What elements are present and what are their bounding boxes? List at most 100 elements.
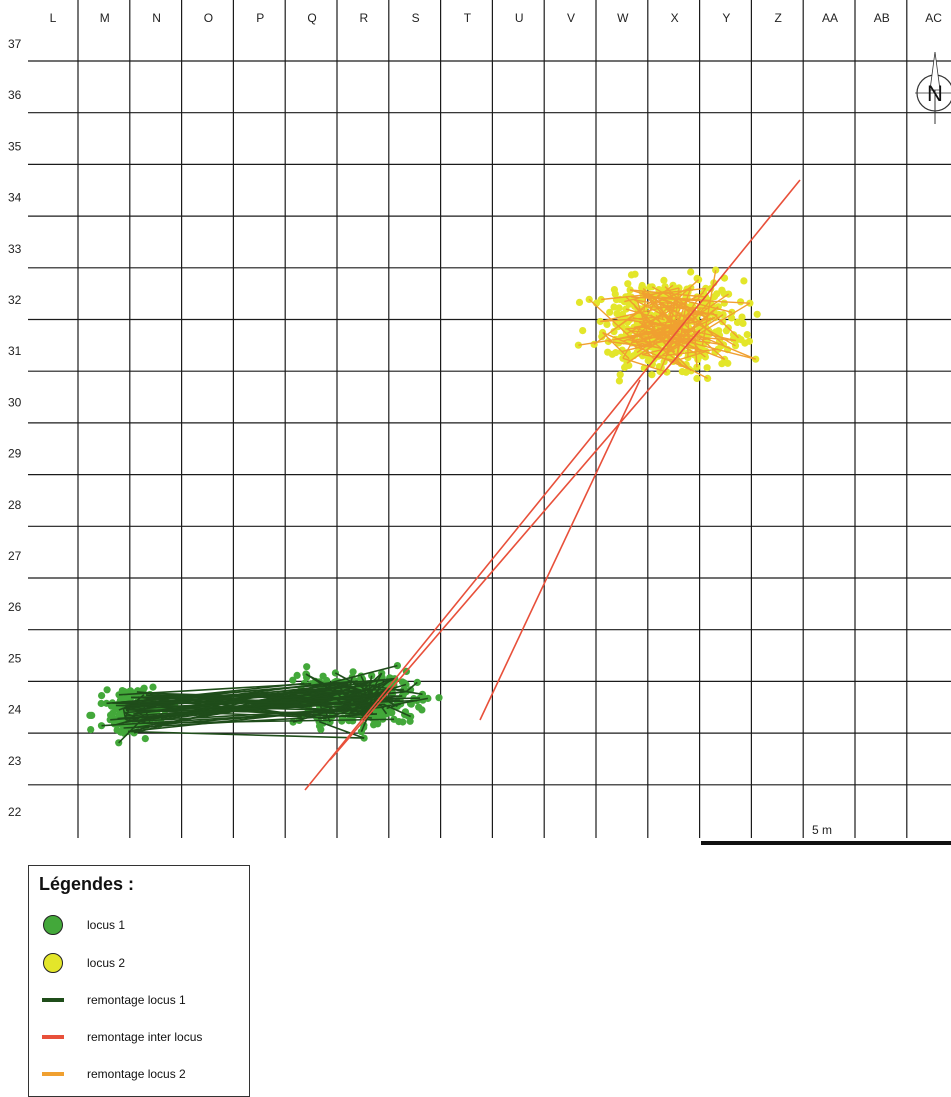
- legend-label: locus 2: [87, 956, 125, 970]
- legend: Légendes : locus 1 locus 2 remontage loc…: [28, 865, 250, 1097]
- find-point: [388, 709, 395, 716]
- row-labels: 37 36 35 34 33 32 31 30 29 28 27 26 25 24 23 22: [8, 37, 22, 819]
- find-point: [737, 298, 744, 305]
- row-label: 24: [8, 703, 22, 717]
- scale-bar: 5 m: [701, 823, 951, 843]
- find-point: [693, 375, 700, 382]
- find-point: [612, 349, 619, 356]
- row-label: 35: [8, 139, 22, 153]
- column-label: Y: [722, 11, 730, 25]
- find-point: [375, 712, 382, 719]
- find-point: [624, 280, 631, 287]
- column-label: Z: [775, 11, 782, 25]
- find-point: [754, 311, 761, 318]
- legend-label: remontage locus 1: [87, 993, 186, 1007]
- find-point: [648, 371, 655, 378]
- find-point: [86, 712, 93, 719]
- column-label: U: [515, 11, 524, 25]
- refit-lines-inter-locus: [305, 180, 800, 790]
- find-point: [395, 718, 402, 725]
- orange-line-icon: [42, 1072, 64, 1076]
- column-label: V: [567, 11, 575, 25]
- find-point: [679, 368, 686, 375]
- find-point: [149, 684, 156, 691]
- find-point: [744, 331, 751, 338]
- row-label: 33: [8, 242, 22, 256]
- row-label: 32: [8, 293, 22, 307]
- refit-line: [672, 360, 707, 378]
- legend-item-refit-locus-1: remontage locus 1: [39, 987, 186, 1013]
- legend-item-refit-inter-locus: remontage inter locus: [39, 1024, 202, 1050]
- column-label: AC: [925, 11, 942, 25]
- column-label: S: [412, 11, 420, 25]
- find-point: [576, 299, 583, 306]
- find-point: [713, 290, 720, 297]
- column-label: P: [256, 11, 264, 25]
- find-point: [616, 377, 623, 384]
- column-label: N: [152, 11, 161, 25]
- find-point: [687, 268, 694, 275]
- row-label: 37: [8, 37, 22, 51]
- column-label: W: [617, 11, 629, 25]
- row-label: 29: [8, 447, 22, 461]
- row-label: 22: [8, 805, 22, 819]
- row-label: 34: [8, 191, 22, 205]
- refit-line: [480, 380, 640, 720]
- legend-label: locus 1: [87, 918, 125, 932]
- find-point: [98, 692, 105, 699]
- refit-line: [128, 732, 364, 739]
- red-line-icon: [42, 1035, 64, 1039]
- column-label: M: [100, 11, 110, 25]
- row-label: 31: [8, 344, 22, 358]
- legend-label: remontage inter locus: [87, 1030, 202, 1044]
- legend-item-locus-2: locus 2: [39, 950, 125, 976]
- dark-green-line-icon: [42, 998, 64, 1002]
- row-label: 30: [8, 395, 22, 409]
- column-label: Q: [307, 11, 316, 25]
- refit-line: [305, 180, 800, 790]
- find-point: [114, 726, 121, 733]
- legend-label: remontage locus 2: [87, 1067, 186, 1081]
- legend-item-locus-1: locus 1: [39, 912, 125, 938]
- column-label: X: [671, 11, 679, 25]
- row-label: 23: [8, 754, 22, 768]
- row-label: 26: [8, 600, 22, 614]
- find-point: [294, 672, 301, 679]
- find-point: [625, 362, 632, 369]
- find-point: [435, 694, 442, 701]
- find-point: [613, 310, 620, 317]
- find-point: [721, 300, 728, 307]
- find-point: [740, 277, 747, 284]
- column-label: O: [204, 11, 213, 25]
- find-point: [631, 271, 638, 278]
- green-dot-icon: [43, 915, 63, 935]
- legend-title: Légendes :: [39, 874, 134, 895]
- row-label: 25: [8, 651, 22, 665]
- find-point: [349, 717, 356, 724]
- find-point: [415, 704, 422, 711]
- find-point: [142, 735, 149, 742]
- find-point: [98, 700, 105, 707]
- scale-bar-label: 5 m: [812, 823, 832, 837]
- legend-item-refit-locus-2: remontage locus 2: [39, 1061, 186, 1087]
- find-point: [617, 371, 624, 378]
- find-point: [739, 320, 746, 327]
- find-point: [704, 364, 711, 371]
- refit-line: [330, 330, 700, 760]
- find-point: [660, 277, 667, 284]
- column-label: AA: [822, 11, 838, 25]
- find-point: [87, 726, 94, 733]
- row-label: 27: [8, 549, 22, 563]
- find-point: [303, 663, 310, 670]
- column-label: AB: [874, 11, 890, 25]
- yellow-dot-icon: [43, 953, 63, 973]
- find-point: [579, 327, 586, 334]
- north-label: N: [927, 81, 943, 106]
- find-point: [606, 309, 613, 316]
- column-label: T: [464, 11, 472, 25]
- find-point: [104, 686, 111, 693]
- row-label: 28: [8, 498, 22, 512]
- row-label: 36: [8, 88, 22, 102]
